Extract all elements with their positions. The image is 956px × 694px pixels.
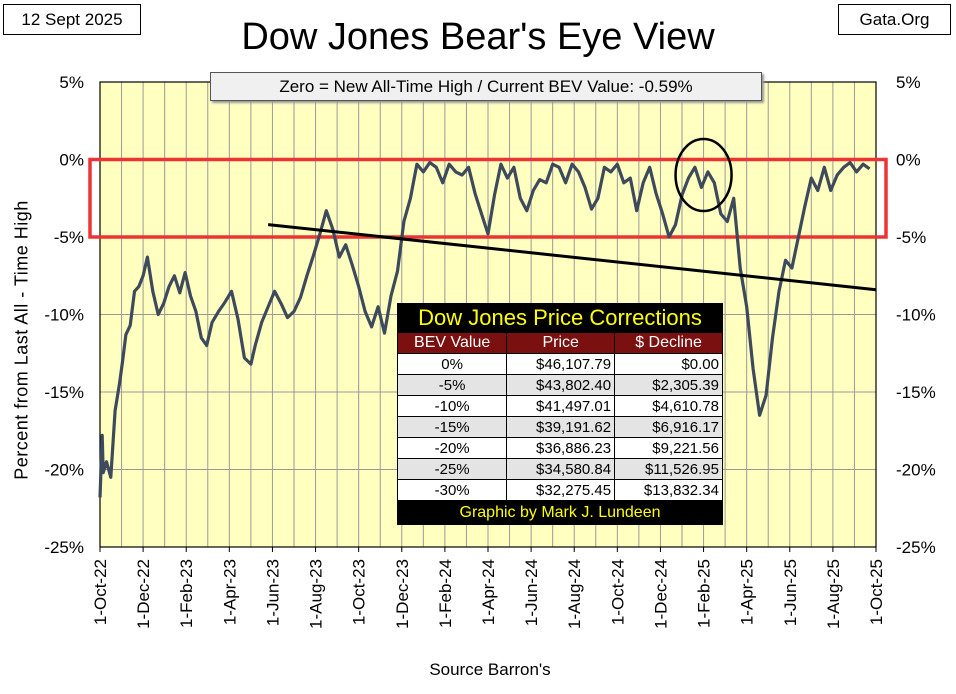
- date-label: 12 Sept 2025: [3, 4, 141, 35]
- y-tick-label-left: 5%: [59, 73, 84, 92]
- table-footer: Graphic by Mark J. Lundeen: [397, 500, 723, 525]
- table-cell: 0%: [396, 353, 508, 375]
- y-tick-label-right: -25%: [896, 538, 936, 557]
- table-cell: $4,610.78: [614, 395, 723, 417]
- x-tick-label: 1-Apr-25: [738, 559, 757, 625]
- x-tick-label: 1-Aug-24: [565, 559, 584, 629]
- y-tick-label-right: -10%: [896, 306, 936, 325]
- x-tick-label: 1-Aug-25: [824, 559, 843, 629]
- table-row: -25% $34,580.84 $11,526.95: [396, 458, 723, 480]
- site-label: Gata.Org: [838, 4, 951, 35]
- table-cell: -15%: [396, 416, 508, 438]
- y-tick-label-left: -20%: [44, 461, 84, 480]
- y-tick-label-right: -20%: [896, 461, 936, 480]
- table-row: -15% $39,191.62 $6,916.17: [396, 416, 723, 438]
- x-tick-label: 1-Jun-24: [522, 559, 541, 626]
- table-cell: $43,802.40: [506, 374, 616, 396]
- table-cell: $39,191.62: [506, 416, 616, 438]
- table-cell: -30%: [396, 479, 508, 501]
- table-cell: $46,107.79: [506, 353, 616, 375]
- y-tick-label-right: -15%: [896, 383, 936, 402]
- table-cell: $32,275.45: [506, 479, 616, 501]
- table-header-decline: $ Decline: [614, 332, 723, 354]
- x-tick-label: 1-Jun-25: [781, 559, 800, 626]
- trendline: [267, 223, 877, 292]
- y-tick-label-left: -15%: [44, 383, 84, 402]
- table-header-bev: BEV Value: [396, 332, 508, 354]
- x-tick-label: 1-Apr-24: [479, 559, 498, 625]
- table-cell: $13,832.34: [614, 479, 723, 501]
- x-tick-label: 1-Aug-23: [307, 559, 326, 629]
- table-cell: $2,305.39: [614, 374, 723, 396]
- table-title: Dow Jones Price Corrections: [397, 303, 723, 333]
- y-tick-label-right: -5%: [896, 228, 926, 247]
- x-tick-label: 1-Jun-23: [263, 559, 282, 626]
- table-cell: $9,221.56: [614, 437, 723, 459]
- x-tick-label: 1-Feb-23: [177, 559, 196, 628]
- x-tick-label: 1-Apr-23: [220, 559, 239, 625]
- table-cell: -5%: [396, 374, 508, 396]
- y-tick-label-right: 0%: [896, 151, 921, 170]
- y-axis-label: Percent from Last All - Time High: [11, 200, 32, 480]
- table-row: 0% $46,107.79 $0.00: [396, 353, 723, 375]
- x-tick-label: 1-Feb-24: [436, 559, 455, 628]
- chart-subtitle: Zero = New All-Time High / Current BEV V…: [210, 72, 762, 101]
- x-tick-label: 1-Feb-25: [695, 559, 714, 628]
- table-cell: -10%: [396, 395, 508, 417]
- y-tick-label-left: 0%: [59, 151, 84, 170]
- y-tick-label-left: -10%: [44, 306, 84, 325]
- x-tick-label: 1-Oct-23: [350, 559, 369, 625]
- table-cell: $6,916.17: [614, 416, 723, 438]
- series-line: [98, 161, 871, 498]
- table-row: -5% $43,802.40 $2,305.39: [396, 374, 723, 396]
- x-tick-label: 1-Oct-25: [867, 559, 886, 625]
- y-tick-label-left: -25%: [44, 538, 84, 557]
- table-cell: $34,580.84: [506, 458, 616, 480]
- table-header-price: Price: [506, 332, 616, 354]
- table-cell: $0.00: [614, 353, 723, 375]
- x-tick-label: 1-Oct-24: [608, 559, 627, 625]
- table-row: -20% $36,886.23 $9,221.56: [396, 437, 723, 459]
- x-axis-label: Source Barron's: [429, 660, 551, 679]
- zero-to-minus5-zone-box: [88, 157, 888, 239]
- y-tick-label-left: -5%: [54, 228, 84, 247]
- price-corrections-table: Dow Jones Price Corrections BEV Value Pr…: [396, 303, 723, 525]
- table-row: -10% $41,497.01 $4,610.78: [396, 395, 723, 417]
- table-row: -30% $32,275.45 $13,832.34: [396, 479, 723, 501]
- highlight-circle: [674, 137, 733, 213]
- table-cell: -25%: [396, 458, 508, 480]
- x-tick-label: 1-Dec-23: [393, 559, 412, 629]
- table-cell: $11,526.95: [614, 458, 723, 480]
- y-tick-label-right: 5%: [896, 73, 921, 92]
- chart-title: Dow Jones Bear's Eye View: [241, 16, 715, 58]
- table-cell: -20%: [396, 437, 508, 459]
- x-tick-label: 1-Dec-24: [651, 559, 670, 629]
- table-cell: $41,497.01: [506, 395, 616, 417]
- x-tick-label: 1-Oct-22: [91, 559, 110, 625]
- table-cell: $36,886.23: [506, 437, 616, 459]
- x-tick-label: 1-Dec-22: [134, 559, 153, 629]
